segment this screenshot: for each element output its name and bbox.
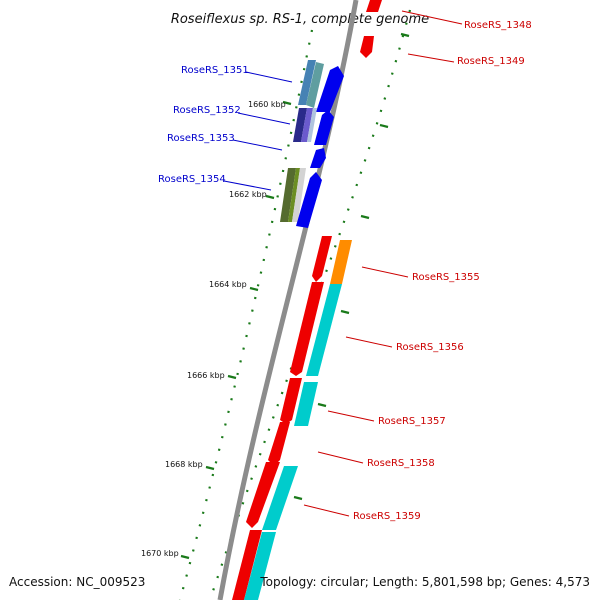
gene-1353-arrow[interactable]	[310, 148, 326, 168]
gene-1351-bar-light	[298, 60, 316, 105]
gene-1352-bar-dark	[293, 108, 307, 142]
gene-label-1356[interactable]: RoseRS_1356	[396, 342, 464, 353]
gene-1351-bar-steel	[306, 62, 324, 108]
gene-label-1353[interactable]: RoseRS_1353	[167, 133, 235, 144]
gene-label-1351[interactable]: RoseRS_1351	[181, 65, 249, 76]
gene-label-1349[interactable]: RoseRS_1349	[457, 56, 525, 67]
outer-dotted-arc	[208, 9, 412, 600]
gene-label-1358[interactable]: RoseRS_1358	[367, 458, 435, 469]
forward-label-lines	[303, 10, 463, 517]
gene-1352-bar-light	[307, 108, 317, 142]
outer-ticks	[293, 32, 410, 501]
gene-label-1355[interactable]: RoseRS_1355	[412, 272, 480, 283]
gene-label-1352[interactable]: RoseRS_1352	[173, 105, 241, 116]
gene-1359-skew	[262, 466, 298, 530]
gene-1358-arrow[interactable]	[268, 422, 290, 466]
gene-1354-bar-olive	[280, 168, 296, 222]
scale-label-1660: 1660 kbp	[248, 100, 286, 109]
map-title: Roseiflexus sp. RS-1, complete genome	[171, 12, 429, 27]
gene-1354-arrow[interactable]	[296, 172, 322, 228]
gene-1348-arrow[interactable]	[366, 0, 382, 12]
scale-label-1664: 1664 kbp	[209, 280, 247, 289]
scale-label-1670: 1670 kbp	[141, 549, 179, 558]
gene-1354-bar-green	[288, 168, 300, 222]
gene-1359-arrow[interactable]	[246, 462, 280, 528]
gene-1352-arrow[interactable]	[314, 110, 334, 145]
inner-ticks	[180, 100, 292, 560]
gene-1354-bar-light	[292, 168, 306, 222]
gene-1357-arrow[interactable]	[280, 378, 302, 424]
gene-1356-skew	[306, 284, 342, 376]
gene-next-arrow[interactable]	[232, 530, 262, 600]
gene-label-1354[interactable]: RoseRS_1354	[158, 174, 226, 185]
gene-next-skew	[244, 532, 276, 600]
scale-label-1662: 1662 kbp	[229, 190, 267, 199]
gene-1351-arrow[interactable]	[316, 66, 344, 112]
gene-label-1357[interactable]: RoseRS_1357	[378, 416, 446, 427]
gene-1357-skew	[294, 382, 318, 426]
gene-label-1348[interactable]: RoseRS_1348	[464, 20, 532, 31]
gene-1355-arrow[interactable]	[312, 236, 332, 282]
gene-1356-arrow[interactable]	[290, 282, 324, 376]
gene-1355-skew	[330, 240, 352, 284]
gene-label-1359[interactable]: RoseRS_1359	[353, 511, 421, 522]
accession-text: Accession: NC_009523	[9, 575, 145, 589]
topology-text: Topology: circular; Length: 5,801,598 bp…	[259, 575, 590, 589]
gene-1349-arrow[interactable]	[360, 36, 374, 58]
scale-label-1668: 1668 kbp	[165, 460, 203, 469]
gene-1352-bar-mid	[301, 108, 313, 142]
reverse-label-lines	[223, 71, 293, 191]
scale-label-1666: 1666 kbp	[187, 371, 225, 380]
